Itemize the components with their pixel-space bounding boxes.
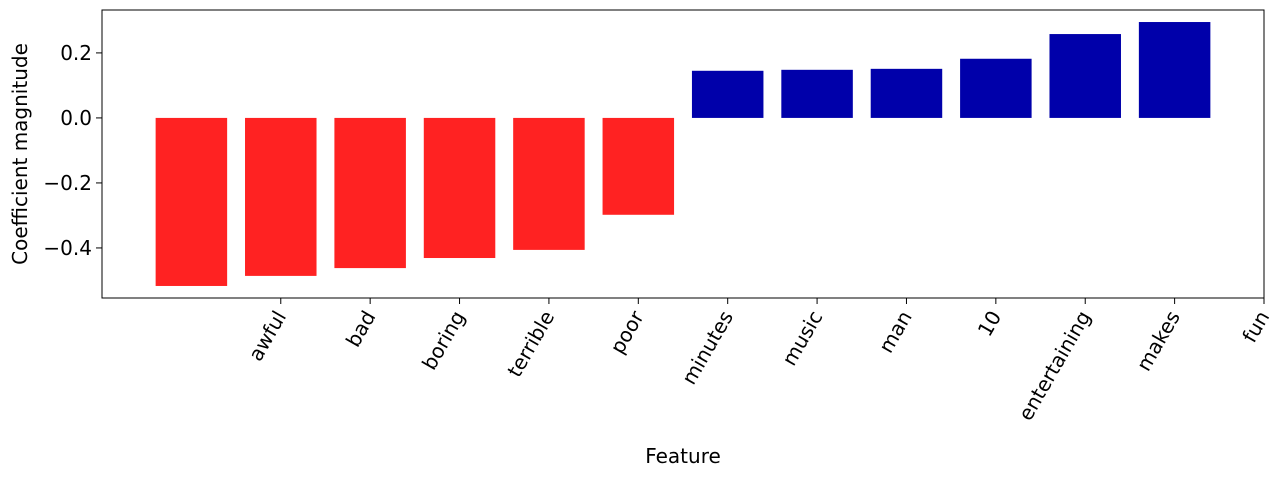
bar bbox=[1138, 22, 1211, 118]
x-tick-label: man bbox=[874, 307, 917, 357]
bar bbox=[870, 68, 943, 118]
y-tick-label: −0.2 bbox=[43, 171, 92, 195]
bar bbox=[245, 117, 317, 276]
x-tick-label: fun bbox=[1237, 307, 1274, 347]
bar bbox=[691, 70, 764, 118]
x-tick-label: boring bbox=[417, 307, 470, 375]
bar bbox=[1049, 34, 1121, 118]
x-tick-label: minutes bbox=[677, 307, 738, 389]
x-tick-label: terrible bbox=[502, 307, 559, 382]
x-tick-label: music bbox=[777, 307, 827, 370]
bar bbox=[155, 117, 228, 286]
bar bbox=[513, 117, 585, 250]
y-tick-label: 0.0 bbox=[60, 106, 92, 130]
y-tick-label: −0.4 bbox=[43, 236, 92, 260]
x-tick-label: entertaining bbox=[1013, 307, 1095, 425]
bar bbox=[602, 117, 675, 215]
bar bbox=[781, 69, 853, 118]
bar bbox=[334, 117, 406, 269]
bar bbox=[423, 117, 496, 259]
y-axis-label: Coefficient magnitude bbox=[8, 43, 32, 265]
x-tick-label: makes bbox=[1131, 307, 1184, 376]
plot-frame bbox=[101, 9, 1265, 299]
x-tick-label: poor bbox=[605, 306, 649, 358]
bar bbox=[960, 58, 1032, 118]
y-tick-label: 0.2 bbox=[60, 41, 92, 65]
x-tick-label: awful bbox=[243, 307, 291, 366]
x-axis-label: Feature bbox=[645, 444, 721, 468]
x-tick-label: 10 bbox=[973, 307, 1007, 341]
x-tick-label: bad bbox=[341, 307, 381, 352]
